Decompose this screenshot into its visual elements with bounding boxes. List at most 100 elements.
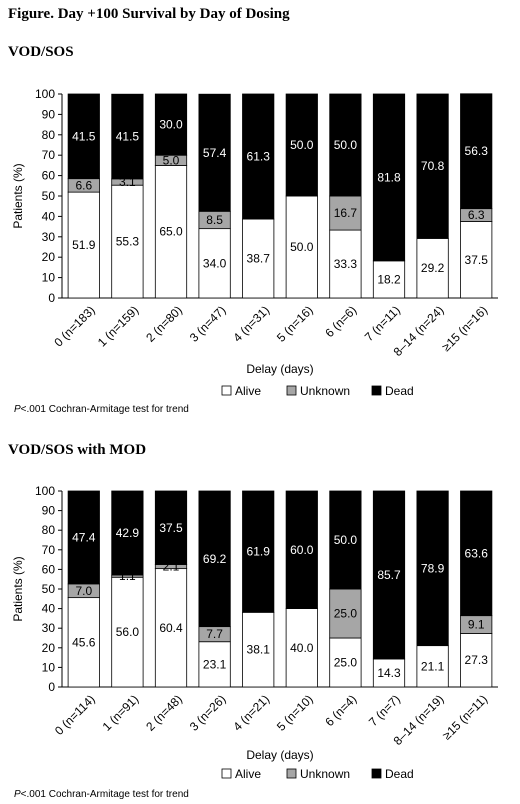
y-axis-title: Patients (%) xyxy=(11,163,25,228)
x-axis-title: Delay (days) xyxy=(246,748,313,762)
bar-segment-alive xyxy=(242,611,275,688)
y-tick-label: 100 xyxy=(35,484,55,498)
bar-segment-alive xyxy=(67,597,100,688)
bar-segment-dead xyxy=(154,93,188,156)
data-label-alive: 18.2 xyxy=(377,272,401,286)
bar-segment-dead xyxy=(416,490,449,647)
y-tick-label: 70 xyxy=(42,148,56,162)
bar-segment-dead xyxy=(460,490,493,617)
data-label-unknown: 8.5 xyxy=(206,213,223,227)
bar-segment-dead xyxy=(329,93,362,197)
y-tick-label: 100 xyxy=(35,87,55,101)
data-label-dead: 50.0 xyxy=(334,138,358,152)
data-label-dead: 47.4 xyxy=(72,530,96,544)
data-label-dead: 70.8 xyxy=(421,159,445,173)
data-label-dead: 61.3 xyxy=(247,150,271,164)
figure-title: Figure. Day +100 Survival by Day of Dosi… xyxy=(8,6,290,22)
bar-segment-dead xyxy=(198,490,231,628)
x-tick-label: 5 (n=10) xyxy=(274,692,316,734)
bar-segment-dead xyxy=(416,93,449,239)
legend-label-alive: Alive xyxy=(235,384,261,398)
bar-segment-alive xyxy=(372,260,406,299)
data-label-alive: 25.0 xyxy=(334,656,358,670)
legend-swatch-unknown xyxy=(286,385,297,396)
legend-swatch-dead xyxy=(371,385,382,396)
data-label-unknown: 6.3 xyxy=(468,208,485,222)
data-label-dead: 61.9 xyxy=(247,545,271,559)
data-label-dead: 78.9 xyxy=(421,561,445,575)
bar-segment-dead xyxy=(67,490,100,585)
x-tick-label: ≥15 (n=16) xyxy=(439,303,490,354)
y-tick-label: 20 xyxy=(42,250,56,264)
y-tick-label: 70 xyxy=(42,543,56,557)
y-tick-label: 50 xyxy=(42,582,56,596)
bar-segment-alive xyxy=(329,229,362,299)
data-label-dead: 50.0 xyxy=(334,533,358,547)
data-label-dead: 85.7 xyxy=(377,568,401,582)
data-label-dead: 42.9 xyxy=(116,526,140,540)
data-label-unknown: 7.7 xyxy=(206,627,223,641)
footnote: P<.001 Cochran-Armitage test for trend xyxy=(14,789,189,800)
data-label-alive: 60.4 xyxy=(159,621,183,635)
data-label-alive: 21.1 xyxy=(421,659,445,673)
data-label-dead: 41.5 xyxy=(72,129,96,143)
data-label-alive: 40.0 xyxy=(290,641,314,655)
x-tick-label: 0 (n=183) xyxy=(51,303,97,349)
data-label-alive: 50.0 xyxy=(290,240,314,254)
legend-swatch-unknown xyxy=(286,768,297,779)
data-label-alive: 34.0 xyxy=(203,256,227,270)
x-axis-title: Delay (days) xyxy=(246,362,313,376)
footnote-p: P xyxy=(14,404,21,415)
data-label-dead: 81.8 xyxy=(377,170,401,184)
bar-segment-dead xyxy=(285,93,318,197)
chart-vod-sos-mod: 0 10 20 30 40 50 60 70 80 90 100 Patients (%) 45.6 7.… xyxy=(11,484,498,800)
y-tick-label: 0 xyxy=(48,680,55,694)
bar-segment-alive xyxy=(111,184,144,299)
y-tick-label: 10 xyxy=(42,660,56,674)
footnote-p: P xyxy=(14,789,21,800)
y-tick-label: 50 xyxy=(42,189,56,203)
y-tick-label: 90 xyxy=(42,107,56,121)
panel-title-vod-sos-mod: VOD/SOS with MOD xyxy=(8,442,147,458)
y-tick-label: 80 xyxy=(42,128,56,142)
data-label-dead: 30.0 xyxy=(159,118,183,132)
y-tick-label: 40 xyxy=(42,209,56,223)
y-tick-label: 60 xyxy=(42,169,56,183)
y-tick-label: 10 xyxy=(42,271,56,285)
footnote: P<.001 Cochran-Armitage test for trend xyxy=(14,404,189,415)
bar-segment-alive xyxy=(372,658,406,688)
x-tick-label: 4 (n=21) xyxy=(230,692,272,734)
x-tick-label: 0 (n=114) xyxy=(52,692,98,738)
y-tick-label: 80 xyxy=(42,523,56,537)
data-label-dead: 37.5 xyxy=(159,521,183,535)
data-label-alive: 38.1 xyxy=(247,643,271,657)
y-tick-label: 90 xyxy=(42,504,56,518)
data-label-alive: 37.5 xyxy=(465,253,489,267)
y-tick-label: 40 xyxy=(42,602,56,616)
legend-label-alive: Alive xyxy=(235,767,261,781)
bar-segment-alive xyxy=(67,191,100,299)
data-label-alive: 33.3 xyxy=(334,257,358,271)
bar-segment-alive xyxy=(154,568,188,688)
data-label-alive: 55.3 xyxy=(116,235,140,249)
bar-segment-dead xyxy=(329,490,362,590)
data-label-unknown: 16.7 xyxy=(334,206,358,220)
bar-segment-dead xyxy=(111,490,144,576)
data-label-alive: 38.7 xyxy=(247,252,271,266)
chart-vod-sos: 0 10 20 30 40 50 60 70 80 90 100 Patients (%) 51.9 6.… xyxy=(11,87,498,415)
x-tick-label: 6 (n=6) xyxy=(322,303,359,340)
x-tick-label: ≥15 (n=11) xyxy=(440,692,490,742)
bar-segment-dead xyxy=(198,93,231,212)
bar-segment-unknown xyxy=(329,195,362,231)
legend-label-unknown: Unknown xyxy=(300,384,350,398)
data-label-unknown: 25.0 xyxy=(334,607,358,621)
bar-segment-dead xyxy=(372,93,406,262)
bar-segment-alive xyxy=(460,221,493,299)
footnote-text: <.001 Cochran-Armitage test for trend xyxy=(21,404,189,415)
bar-segment-alive xyxy=(198,228,231,299)
legend-label-dead: Dead xyxy=(385,767,414,781)
x-tick-label: 7 (n=7) xyxy=(366,692,403,729)
data-label-alive: 29.2 xyxy=(421,261,445,275)
bar-segment-dead xyxy=(460,93,493,210)
bar-segment-alive xyxy=(416,645,449,688)
